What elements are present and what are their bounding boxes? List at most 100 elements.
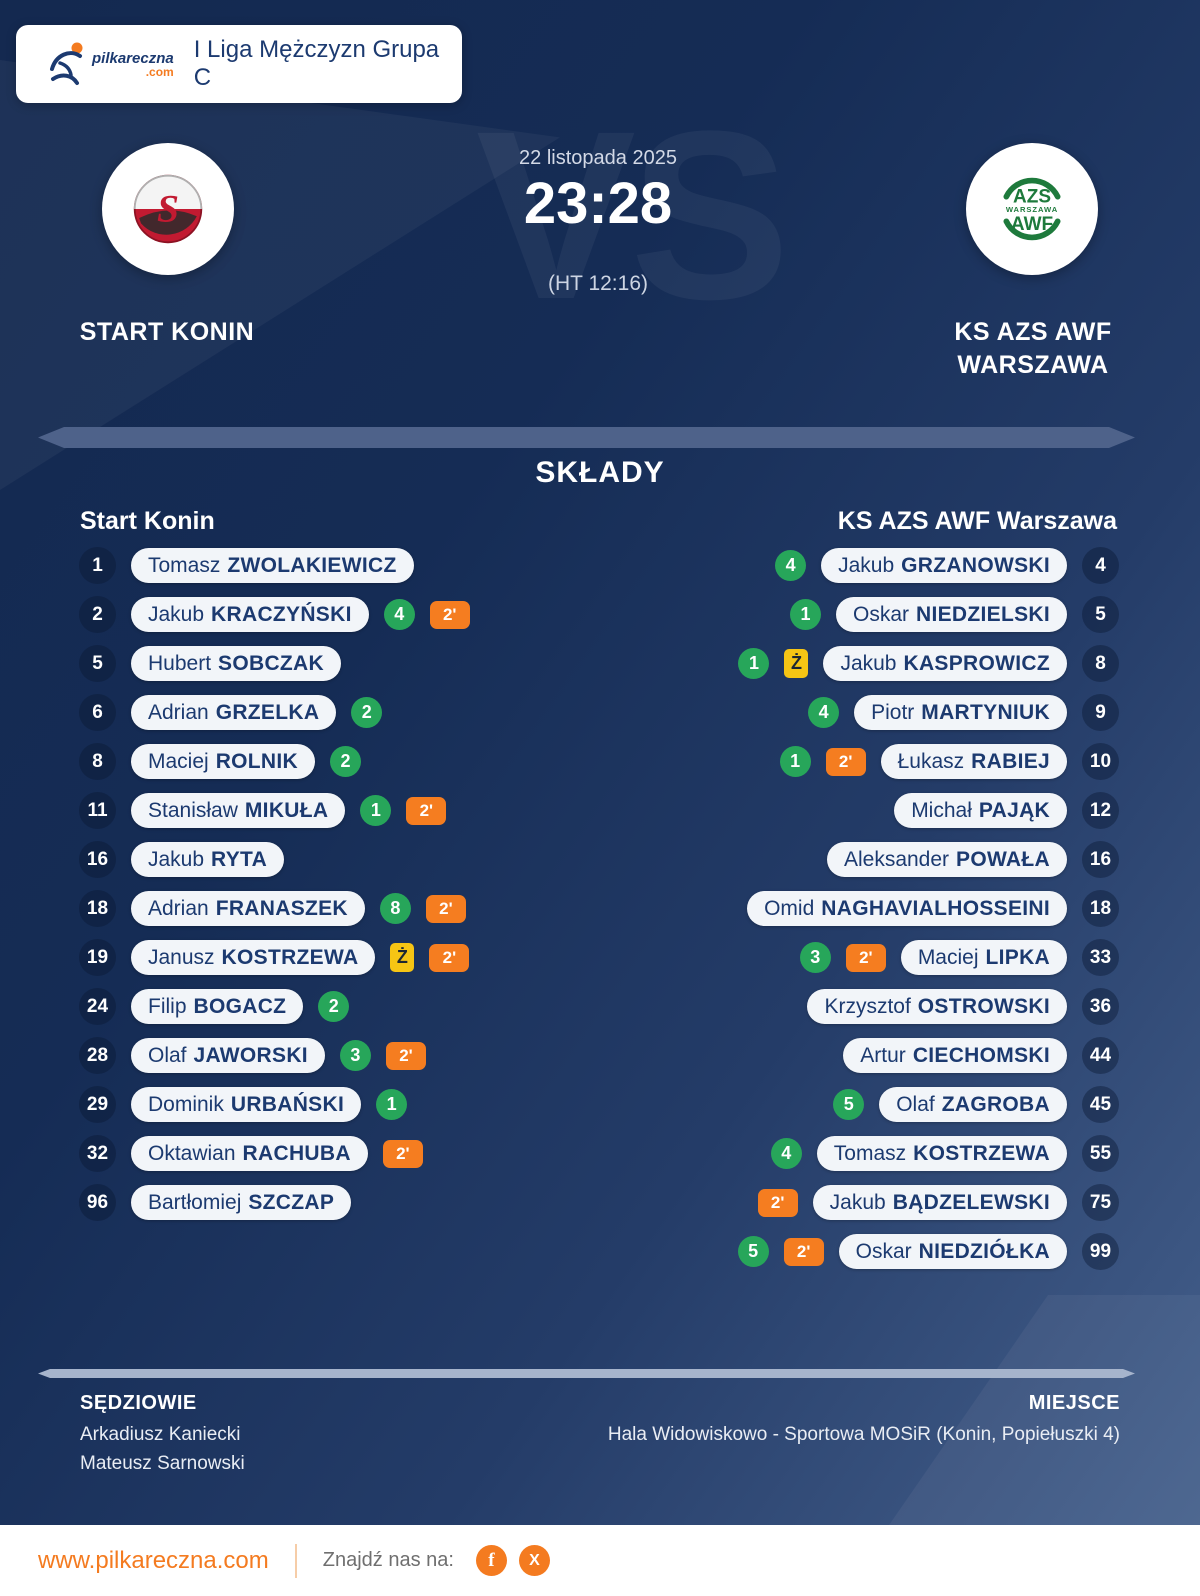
home-team-logo: S [102,143,234,275]
player-number: 28 [79,1037,116,1074]
player-number: 99 [1082,1233,1119,1270]
player-last-name: SZCZAP [248,1190,335,1214]
player-row: Krzysztof OSTROWSKI 36 [600,982,1200,1031]
player-first-name: Aleksander [843,847,950,871]
player-first-name: Maciej [917,945,979,969]
player-name-pill: Olaf JAWORSKI [131,1038,325,1073]
player-last-name: ZWOLAKIEWICZ [227,553,397,577]
goals-badge: 2 [318,991,350,1022]
player-number: 29 [79,1086,116,1123]
goals-badge: 8 [379,893,411,924]
player-first-name: Michał [911,798,972,822]
goals-badge: 4 [383,599,415,630]
player-number: 6 [79,694,116,731]
player-name-pill: Krzysztof OSTROWSKI [807,989,1067,1024]
player-name-pill: Adrian GRZELKA [131,695,337,730]
player-last-name: LIPKA [985,945,1050,969]
player-first-name: Jakub [148,602,205,626]
player-name-pill: Bartłomiej SZCZAP [131,1185,352,1220]
two-minute-badge: 2' [757,1188,798,1217]
player-first-name: Krzysztof [824,994,911,1018]
two-minute-badge: 2' [382,1139,423,1168]
player-last-name: RYTA [211,847,268,871]
goals-badge: 4 [770,1138,802,1169]
player-name-pill: Jakub BĄDZELEWSKI [812,1185,1067,1220]
two-minute-badge: 2' [429,943,470,972]
player-last-name: KRACZYŃSKI [211,602,352,626]
player-name-pill: Hubert SOBCZAK [131,646,341,681]
player-first-name: Jakub [840,651,897,675]
player-number: 1 [79,547,116,584]
details-divider [38,1369,1135,1378]
player-number: 2 [79,596,116,633]
player-row: 1 Oskar NIEDZIELSKI 5 [600,590,1200,639]
player-row: 8 Maciej ROLNIK 2 [0,737,600,786]
x-twitter-icon[interactable]: X [518,1545,550,1576]
player-last-name: MARTYNIUK [921,700,1050,724]
away-team-logo: AZS WARSZAWA AWF [966,143,1098,275]
two-minute-badge: 2' [825,747,866,776]
player-first-name: Dominik [148,1092,224,1116]
player-number: 36 [1082,988,1119,1025]
website-link[interactable]: www.pilkareczna.com [38,1546,269,1574]
player-first-name: Bartłomiej [148,1190,242,1214]
player-last-name: KOSTRZEWA [221,945,359,969]
away-team-name-line1: KS AZS AWF [954,318,1112,346]
player-name-pill: Artur CIECHOMSKI [843,1038,1067,1073]
player-name-pill: Piotr MARTYNIUK [854,695,1067,730]
goals-badge: 2 [351,697,383,728]
player-name-pill: Oktawian RACHUBA [131,1136,368,1171]
player-row: 29 Dominik URBAŃSKI 1 [0,1080,600,1129]
player-row: Michał PAJĄK 12 [600,786,1200,835]
player-name-pill: Łukasz RABIEJ [880,744,1067,779]
player-row: Artur CIECHOMSKI 44 [600,1031,1200,1080]
find-us-label: Znajdź nas na: [322,1549,454,1571]
player-row: 6 Adrian GRZELKA 2 [0,688,600,737]
player-number: 55 [1082,1135,1119,1172]
player-row: 32 Oktawian RACHUBA 2' [0,1129,600,1178]
goals-badge: 3 [799,942,831,973]
halftime-score: (HT 12:16) [548,272,648,295]
player-number: 16 [1082,841,1119,878]
league-header-card: pilkareczna .com I Liga Mężczyzn Grupa C [16,25,462,103]
player-first-name: Olaf [148,1043,187,1067]
referee-name: Arkadiusz Kaniecki [80,1424,241,1445]
player-last-name: URBAŃSKI [230,1092,345,1116]
player-last-name: NIEDZIELSKI [916,602,1050,626]
player-last-name: BOGACZ [193,994,287,1018]
player-last-name: ROLNIK [215,749,298,773]
player-row: 28 Olaf JAWORSKI 3 2' [0,1031,600,1080]
goals-badge: 5 [833,1089,865,1120]
venue-label: MIEJSCE [1028,1392,1120,1414]
goals-badge: 2 [329,746,361,777]
player-first-name: Omid [764,896,815,920]
player-number: 32 [79,1135,116,1172]
player-first-name: Janusz [148,945,215,969]
player-first-name: Stanisław [148,798,238,822]
player-first-name: Adrian [148,700,209,724]
facebook-icon[interactable]: f [475,1545,507,1576]
away-roster-list: 4 Jakub GRZANOWSKI 4 1 Oskar NIEDZIELSKI 5 1 Ż Jak… [600,541,1200,1276]
player-last-name: ZAGROBA [941,1092,1050,1116]
player-row: 5 Olaf ZAGROBA 45 [600,1080,1200,1129]
footer-bar: www.pilkareczna.com Znajdź nas na: f X [0,1525,1200,1596]
player-name-pill: Maciej ROLNIK [131,744,315,779]
player-last-name: RABIEJ [971,749,1050,773]
player-last-name: FRANASZEK [215,896,348,920]
svg-text:WARSZAWA: WARSZAWA [1006,205,1058,214]
player-row: 18 Adrian FRANASZEK 8 2' [0,884,600,933]
player-name-pill: Aleksander POWAŁA [826,842,1067,877]
player-number: 12 [1082,792,1119,829]
player-first-name: Jakub [838,553,895,577]
start-konin-crest-icon: S [133,174,203,244]
player-name-pill: Tomasz ZWOLAKIEWICZ [131,548,414,583]
player-last-name: SOBCZAK [218,651,324,675]
player-row: 4 Jakub GRZANOWSKI 4 [600,541,1200,590]
match-score: 23:28 [523,171,673,236]
home-roster-list: 1 Tomasz ZWOLAKIEWICZ 2 Jakub KRACZYŃSKI 4 2' 5 H… [0,541,600,1227]
player-number: 18 [79,890,116,927]
player-first-name: Jakub [829,1190,886,1214]
player-row: 1 2' Łukasz RABIEJ 10 [600,737,1200,786]
goals-badge: 1 [779,746,811,777]
